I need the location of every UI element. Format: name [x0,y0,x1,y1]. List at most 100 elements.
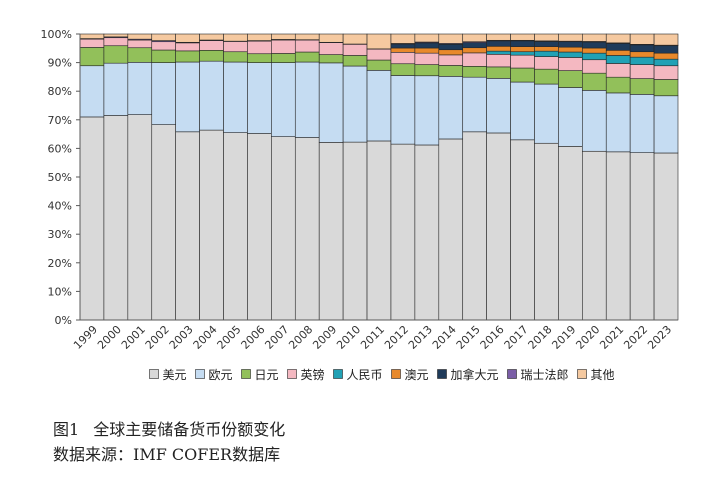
bar-segment-2016-1 [486,78,511,134]
figure-source: 数据来源：IMF COFER数据库 [53,445,281,464]
bar-segment-2021-4 [605,55,631,64]
bar-segment-2022-6 [629,44,655,53]
y-tick-label-9: 90% [48,57,72,70]
bar-segment-2018-6 [534,41,559,47]
bar-segment-2014-3 [438,54,464,66]
bar-segment-2002-2 [151,49,176,63]
bar-segment-2015-8 [462,33,487,43]
x-tick-labels: 1999200020012002200320042005200620072008… [71,323,674,352]
reserve-currency-chart: 0%10%20%30%40%50%60%70%80%90%100% 199920… [41,28,679,382]
bar-segment-2003-8 [175,33,200,43]
bar-segment-2013-0 [414,144,440,321]
bar-segment-2007-8 [271,33,296,40]
bar-segment-2006-0 [247,133,272,321]
bar-segment-2016-8 [486,33,511,41]
bar-segment-2005-1 [223,61,248,133]
bar-segment-2013-3 [414,52,440,65]
bar-segment-2015-5 [462,47,487,54]
bar-segment-2021-6 [605,43,631,51]
bar-segment-2018-4 [534,50,559,57]
bar-segment-1999-3 [79,38,105,48]
bar-segment-2019-8 [558,33,583,42]
bar-segment-1999-0 [79,116,105,321]
bar-segment-2011-1 [366,70,392,142]
bar-segment-2019-5 [558,46,583,53]
legend-label-4: 人民币 [347,368,383,382]
bar-segment-2023-5 [653,52,679,60]
x-tick-label-2001: 2001 [119,323,148,352]
bar-segment-2000-8 [103,33,129,38]
bar-segment-2010-2 [342,55,368,67]
bar-segment-2013-5 [414,47,440,54]
bar-segment-2011-0 [366,140,392,321]
bar-segment-2015-2 [462,66,487,78]
y-tick-label-4: 40% [48,200,72,213]
bar-segment-2020-3 [582,59,607,74]
legend: 美元 欧元 日元 英镑 人民币 澳元 加拿大元 瑞士法郎 其他 [149,367,615,382]
bar-segment-2003-3 [175,42,200,52]
legend-label-0: 美元 [163,368,187,382]
x-tick-label-2023: 2023 [645,323,674,352]
bar-segment-2020-4 [582,52,607,61]
x-tick-label-2003: 2003 [167,323,196,352]
bar-segment-2002-1 [151,62,176,125]
y-tick-label-5: 50% [48,171,72,184]
y-tick-label-0: 0% [55,314,72,327]
x-tick-label-2007: 2007 [262,323,291,352]
figure-title: 全球主要储备货币份额变化 [93,420,286,439]
bar-segment-2008-1 [294,61,320,138]
legend-swatch-3 [287,369,297,379]
bar-segment-2017-6 [510,40,535,47]
bar-segment-2019-4 [558,51,583,58]
bar-segment-2022-5 [629,51,655,58]
bar-segment-2008-3 [294,39,320,53]
bar-segment-2021-2 [605,76,631,94]
x-tick-label-2005: 2005 [215,323,244,352]
bar-segment-2013-6 [414,42,440,49]
bar-segment-2023-1 [653,95,679,154]
bar-segment-2014-6 [438,43,464,51]
bar-segment-2022-2 [629,78,655,95]
bar-segment-2022-0 [629,152,655,321]
bar-segment-2010-8 [342,33,368,45]
bar-segment-2020-2 [582,72,607,91]
figure-caption: 图1 全球主要储备货币份额变化 [53,416,285,440]
legend-label-8: 其他 [591,368,615,382]
bar-segment-2014-8 [438,33,464,44]
legend-swatch-0 [149,369,159,379]
bar-segment-2003-0 [175,131,200,321]
bar-segment-2003-2 [175,50,200,63]
bar-segment-2015-3 [462,52,487,67]
bar-segment-1999-8 [79,33,105,39]
bar-segment-2004-0 [199,129,224,321]
bar-segment-2006-2 [247,53,272,63]
bar-segment-2012-6 [390,43,416,49]
legend-swatch-4 [333,369,343,379]
bar-segment-2007-3 [271,39,296,54]
legend-label-3: 英镑 [301,367,325,382]
x-tick-label-2000: 2000 [95,323,124,352]
bar-segment-2001-2 [127,47,153,63]
bar-segment-2004-1 [199,60,224,131]
bar-segment-2021-3 [605,63,631,78]
bar-segment-2018-5 [534,46,559,52]
bar-segment-2020-5 [582,47,607,54]
x-tick-label-2015: 2015 [454,323,483,352]
y-tick-label-1: 10% [48,285,72,298]
bar-segment-2002-3 [151,41,176,51]
legend-swatch-5 [391,369,401,379]
bar-segment-2017-8 [510,33,535,41]
bar-segment-2017-3 [510,54,535,69]
bar-segment-2021-0 [605,151,631,321]
bar-segment-2008-0 [294,137,320,321]
bar-segment-2011-3 [366,48,392,61]
bar-segment-2019-6 [558,41,583,48]
bar-segment-2012-8 [390,33,416,44]
bar-segment-2013-8 [414,33,440,43]
bar-segment-2013-2 [414,64,440,77]
y-tick-label-6: 60% [48,142,72,155]
bar-segment-2020-6 [582,41,607,49]
bar-segment-2017-5 [510,46,535,53]
bar-segment-2002-0 [151,124,176,321]
axes-layer [76,33,678,321]
